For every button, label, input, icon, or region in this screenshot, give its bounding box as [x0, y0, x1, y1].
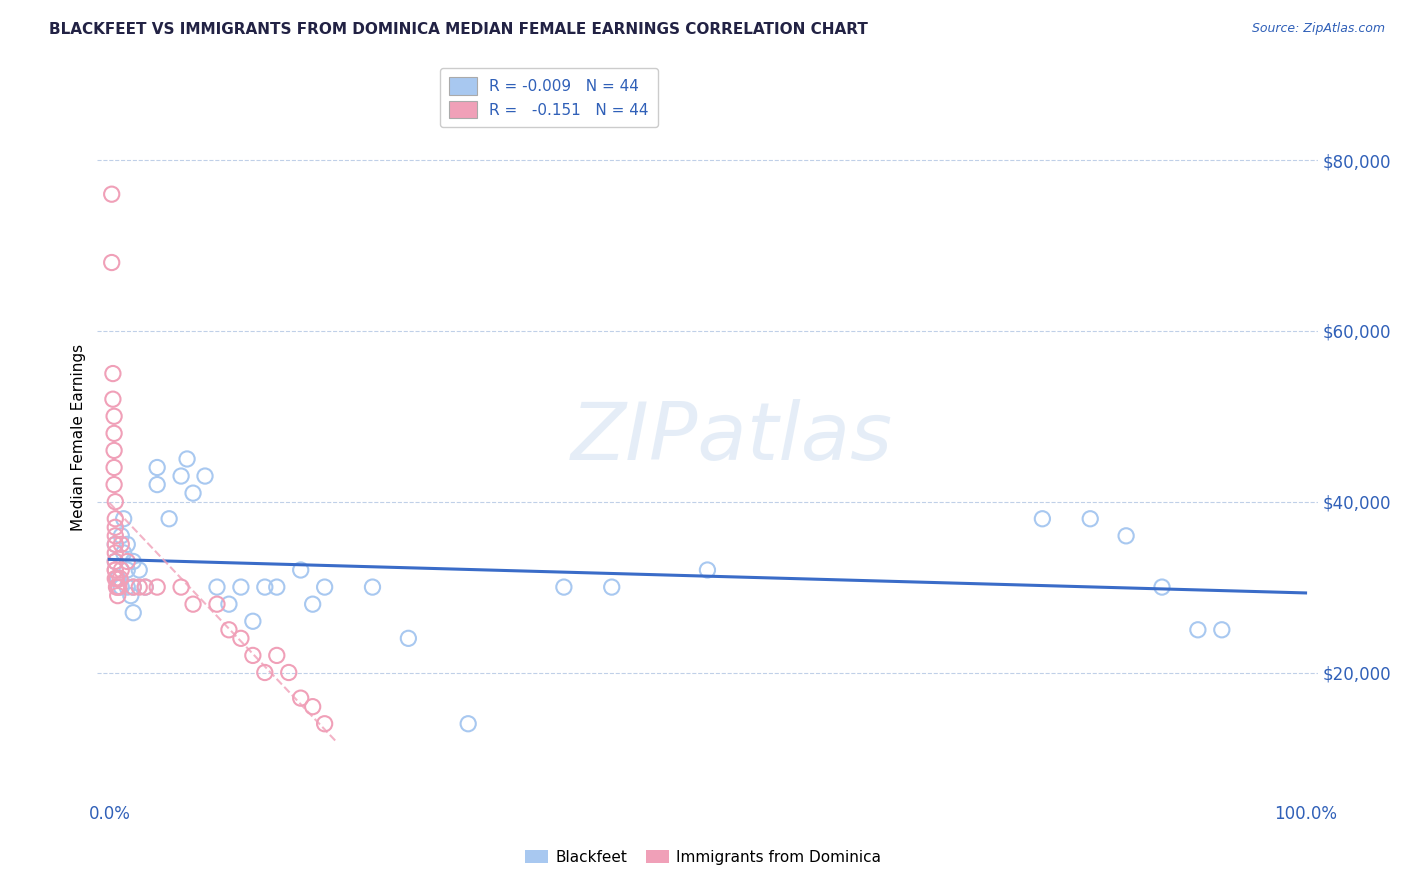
Point — [112, 546, 135, 560]
Point — [100, 255, 122, 269]
Point — [146, 460, 169, 475]
Point — [110, 529, 132, 543]
Point — [1078, 512, 1101, 526]
Point — [301, 699, 323, 714]
Point — [229, 632, 252, 646]
Point — [117, 537, 139, 551]
Point — [553, 580, 575, 594]
Point — [104, 529, 127, 543]
Point — [396, 632, 419, 646]
Point — [110, 563, 132, 577]
Point — [104, 554, 127, 568]
Point — [107, 572, 129, 586]
Point — [290, 691, 312, 706]
Point — [104, 494, 127, 508]
Point — [696, 563, 718, 577]
Point — [101, 367, 124, 381]
Point — [600, 580, 623, 594]
Point — [104, 563, 127, 577]
Point — [181, 597, 204, 611]
Point — [1187, 623, 1209, 637]
Point — [104, 512, 127, 526]
Point — [104, 537, 127, 551]
Point — [266, 648, 288, 663]
Point — [194, 469, 217, 483]
Point — [128, 563, 150, 577]
Point — [457, 716, 479, 731]
Point — [242, 648, 264, 663]
Point — [117, 563, 139, 577]
Point — [1031, 512, 1053, 526]
Point — [181, 486, 204, 500]
Point — [205, 597, 228, 611]
Point — [103, 409, 125, 424]
Point — [105, 580, 128, 594]
Point — [218, 623, 240, 637]
Point — [101, 392, 124, 407]
Point — [112, 512, 135, 526]
Point — [218, 597, 240, 611]
Point — [1150, 580, 1173, 594]
Text: Source: ZipAtlas.com: Source: ZipAtlas.com — [1251, 22, 1385, 36]
Point — [107, 580, 129, 594]
Text: ZIPatlas: ZIPatlas — [571, 399, 893, 476]
Point — [108, 580, 131, 594]
Point — [110, 580, 132, 594]
Point — [170, 469, 193, 483]
Point — [361, 580, 384, 594]
Point — [110, 537, 132, 551]
Point — [108, 572, 131, 586]
Point — [157, 512, 180, 526]
Point — [146, 477, 169, 491]
Point — [229, 580, 252, 594]
Point — [176, 452, 198, 467]
Point — [301, 597, 323, 611]
Point — [253, 580, 276, 594]
Point — [103, 426, 125, 441]
Point — [122, 606, 145, 620]
Point — [242, 614, 264, 628]
Point — [314, 580, 336, 594]
Point — [266, 580, 288, 594]
Y-axis label: Median Female Earnings: Median Female Earnings — [72, 344, 86, 531]
Point — [128, 580, 150, 594]
Point — [104, 546, 127, 560]
Point — [1211, 623, 1233, 637]
Point — [146, 580, 169, 594]
Point — [170, 580, 193, 594]
Point — [134, 580, 156, 594]
Point — [103, 477, 125, 491]
Point — [104, 554, 127, 568]
Point — [290, 563, 312, 577]
Point — [104, 563, 127, 577]
Text: BLACKFEET VS IMMIGRANTS FROM DOMINICA MEDIAN FEMALE EARNINGS CORRELATION CHART: BLACKFEET VS IMMIGRANTS FROM DOMINICA ME… — [49, 22, 868, 37]
Point — [205, 580, 228, 594]
Point — [104, 520, 127, 534]
Point — [277, 665, 299, 680]
Point — [122, 554, 145, 568]
Point — [1115, 529, 1137, 543]
Point — [122, 580, 145, 594]
Point — [120, 589, 142, 603]
Point — [122, 580, 145, 594]
Legend: R = -0.009   N = 44, R =   -0.151   N = 44: R = -0.009 N = 44, R = -0.151 N = 44 — [440, 68, 658, 128]
Point — [107, 589, 129, 603]
Point — [314, 716, 336, 731]
Point — [117, 554, 139, 568]
Legend: Blackfeet, Immigrants from Dominica: Blackfeet, Immigrants from Dominica — [519, 844, 887, 871]
Point — [117, 580, 139, 594]
Point — [103, 443, 125, 458]
Point — [100, 187, 122, 202]
Point — [253, 665, 276, 680]
Point — [104, 572, 127, 586]
Point — [103, 460, 125, 475]
Point — [134, 580, 156, 594]
Point — [104, 537, 127, 551]
Point — [105, 572, 128, 586]
